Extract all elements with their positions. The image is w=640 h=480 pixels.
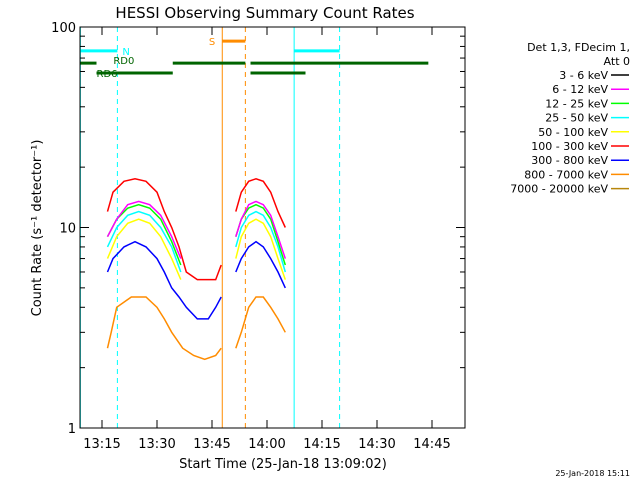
legend-label-3: 25 - 50 keV bbox=[545, 112, 608, 125]
x-tick-label-6: 14:45 bbox=[413, 437, 450, 452]
series-5-segment-0 bbox=[106, 178, 222, 281]
y-axis-label: Count Rate (s⁻¹ detector⁻¹) bbox=[30, 140, 45, 317]
legend-label-2: 12 - 25 keV bbox=[545, 97, 608, 110]
legend-label-4: 50 - 100 keV bbox=[538, 126, 608, 139]
y-tick-label-1: 10 bbox=[59, 222, 76, 237]
series-1-segment-0 bbox=[106, 200, 182, 259]
flag-label-n: N bbox=[122, 47, 129, 58]
series-4-segment-0 bbox=[106, 218, 182, 280]
series-4-segment-1 bbox=[235, 218, 287, 280]
legend-label-7: 800 - 7000 keV bbox=[524, 168, 608, 181]
series-5-segment-1 bbox=[235, 178, 286, 228]
y-tick-label-0: 1 bbox=[68, 422, 76, 437]
x-tick-label-2: 13:45 bbox=[193, 437, 230, 452]
plot-frame bbox=[79, 26, 466, 429]
x-tick-label-3: 14:00 bbox=[248, 437, 285, 452]
chart-title: HESSI Observing Summary Count Rates bbox=[115, 4, 414, 22]
series-7-segment-0 bbox=[106, 296, 222, 361]
x-tick-label-4: 14:15 bbox=[303, 437, 340, 452]
flag-label-rd0: RD0 bbox=[113, 56, 134, 67]
series-3-segment-1 bbox=[235, 210, 287, 273]
legend-header-line-1: Det 1,3, FDecim 1, bbox=[527, 41, 630, 54]
y-tick-label-2: 100 bbox=[51, 21, 76, 36]
x-tick-label-5: 14:30 bbox=[358, 437, 395, 452]
legend-header-line-2: Att 0 bbox=[604, 55, 630, 68]
x-axis-label: Start Time (25-Jan-18 13:09:02) bbox=[179, 457, 387, 472]
legend-label-0: 3 - 6 keV bbox=[559, 69, 608, 82]
x-tick-label-1: 13:30 bbox=[138, 437, 175, 452]
flag-label-rd6: RD6 bbox=[97, 69, 118, 80]
legend-label-1: 6 - 12 keV bbox=[552, 83, 608, 96]
timestamp: 25-Jan-2018 15:11 bbox=[555, 469, 630, 478]
legend-label-8: 7000 - 20000 keV bbox=[510, 183, 608, 196]
flag-label-s: S bbox=[209, 37, 215, 48]
legend-label-6: 300 - 800 keV bbox=[531, 154, 608, 167]
series-6-segment-1 bbox=[235, 240, 286, 289]
series-1-segment-1 bbox=[235, 200, 287, 259]
series-6-segment-0 bbox=[106, 240, 222, 320]
x-tick-label-0: 13:15 bbox=[83, 437, 120, 452]
legend-label-5: 100 - 300 keV bbox=[531, 140, 608, 153]
series-7-segment-1 bbox=[235, 296, 286, 349]
series-3-segment-0 bbox=[106, 210, 182, 273]
